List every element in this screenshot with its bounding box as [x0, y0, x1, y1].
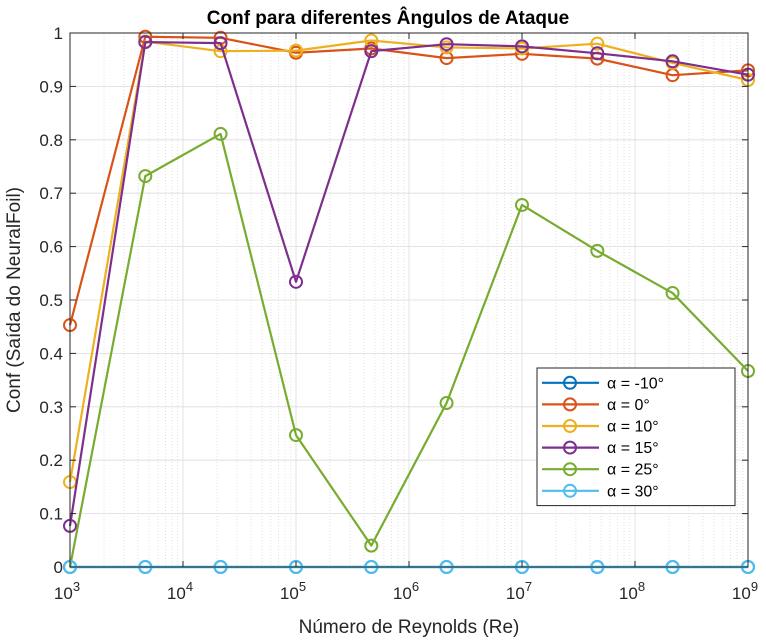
- y-tick-label: 0: [54, 558, 63, 577]
- y-tick-label: 1: [54, 24, 63, 43]
- data-point: [590, 243, 605, 258]
- x-tick-label: 106: [393, 579, 419, 603]
- data-point: [289, 274, 303, 289]
- y-tick-label: 0.1: [39, 505, 63, 524]
- data-point: [439, 37, 454, 52]
- data-point: [289, 43, 303, 58]
- legend-swatch-marker: [563, 375, 577, 390]
- y-axis-label: Conf (Saída do NeuralFoil): [4, 187, 25, 413]
- data-point: [213, 36, 228, 51]
- chart-title: Conf para diferentes Ângulos de Ataque: [207, 7, 569, 29]
- data-point: [364, 538, 379, 553]
- legend-entry-label: α = 30°: [607, 483, 659, 500]
- legend-swatch-marker: [563, 483, 577, 498]
- x-tick-label: 108: [619, 579, 645, 603]
- legend-entry-label: α = 10°: [607, 419, 659, 436]
- data-point: [665, 54, 680, 69]
- y-tick-label: 0.5: [39, 291, 63, 310]
- y-tick-label: 0.8: [39, 131, 63, 150]
- data-point: [515, 39, 529, 54]
- y-tick-label: 0.3: [39, 398, 63, 417]
- legend-box: [536, 367, 736, 507]
- series-line-4: [68, 132, 749, 568]
- x-tick-label: 103: [54, 579, 80, 603]
- x-tick-label: 105: [280, 579, 306, 603]
- data-point: [138, 169, 153, 184]
- y-tick-label: 0.7: [39, 184, 63, 203]
- data-point: [515, 197, 529, 212]
- series-line-3: [68, 40, 749, 527]
- data-point: [213, 126, 228, 141]
- x-tick-label: 107: [506, 579, 532, 603]
- data-point: [439, 396, 454, 411]
- legend-swatch-marker: [563, 419, 577, 433]
- data-point: [364, 44, 379, 59]
- legend-swatch-marker: [563, 462, 577, 477]
- legend-entry-label: α = 15°: [607, 440, 659, 457]
- series-line-2: [68, 39, 749, 483]
- legend-swatch-marker: [563, 440, 577, 455]
- legend-entry-label: α = 25°: [607, 462, 659, 479]
- legend-swatch-marker: [563, 397, 577, 412]
- y-tick-label: 0.2: [39, 451, 63, 470]
- y-tick-label: 0.4: [39, 344, 63, 363]
- x-tick-label: 109: [732, 579, 758, 603]
- plot-area: 103 104 105 106 107 108 109 0 0.1 0.2 0.3 0.4 0.5 0.6…: [39, 24, 758, 603]
- x-tick-label: 104: [167, 579, 193, 603]
- data-point: [590, 36, 605, 51]
- data-point: [364, 33, 379, 48]
- x-axis-label: Número de Reynolds (Re): [299, 617, 520, 638]
- data-point: [590, 46, 605, 61]
- data-point: [138, 35, 153, 50]
- legend: α = -10° α = 0° α = 10° α = 15° α = 25° α = 3…: [536, 367, 736, 507]
- legend-entry-label: α = -10°: [607, 375, 664, 392]
- y-tick-label: 0.9: [39, 77, 63, 96]
- legend-entry-label: α = 0°: [607, 397, 650, 414]
- data-point: [439, 51, 454, 66]
- data-point: [289, 428, 303, 443]
- y-tick-label: 0.6: [39, 238, 63, 257]
- data-point: [665, 286, 680, 301]
